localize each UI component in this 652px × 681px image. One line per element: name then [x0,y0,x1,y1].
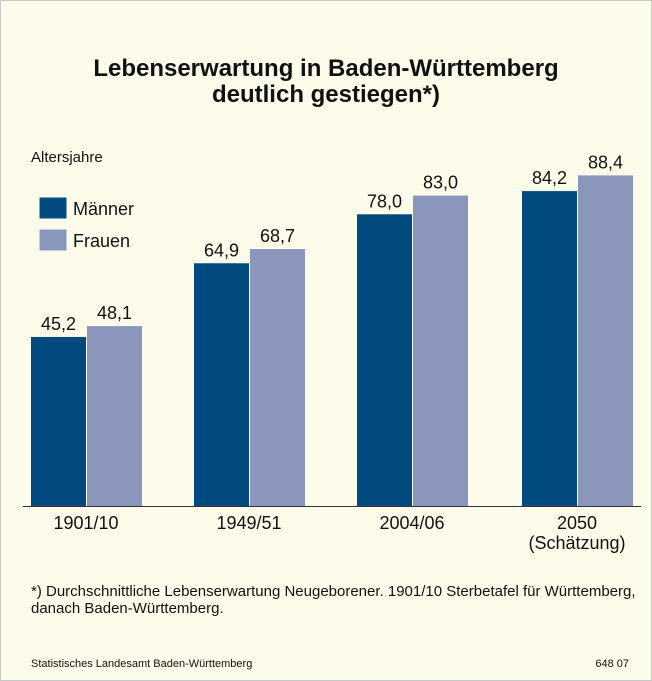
bar [357,214,412,506]
value-label: 84,2 [532,168,567,188]
value-label: 45,2 [41,314,76,334]
bar [522,191,577,507]
bar [87,326,142,506]
y-axis-label: Altersjahre [31,149,103,166]
x-tick-label: 2004/06 [379,513,445,533]
x-tick-label: 1949/51 [216,513,282,533]
footnote: *) Durchschnittliche Lebenserwartung Neu… [31,583,636,617]
bar [31,336,86,506]
value-label: 78,0 [367,191,402,211]
legend-swatch [38,228,68,252]
legend-label: Männer [73,199,134,219]
value-label: 68,7 [260,226,295,246]
bar [194,263,249,506]
x-tick-label: 2050 (Schätzung) [528,513,626,553]
value-label: 88,4 [588,152,623,172]
value-label: 64,9 [204,240,239,260]
value-label: 48,1 [97,303,132,323]
source: Statistisches Landesamt Baden-Württember… [31,658,253,670]
value-label: 83,0 [423,173,458,193]
legend-swatch [38,196,68,220]
bar [250,249,305,506]
chart-title: Lebenserwartung in Baden-Württemberg deu… [93,55,559,108]
bar [578,175,633,506]
code: 648 07 [595,658,629,670]
bar [413,195,468,506]
legend-label: Frauen [73,231,130,251]
x-tick-label: 1901/10 [53,513,119,533]
